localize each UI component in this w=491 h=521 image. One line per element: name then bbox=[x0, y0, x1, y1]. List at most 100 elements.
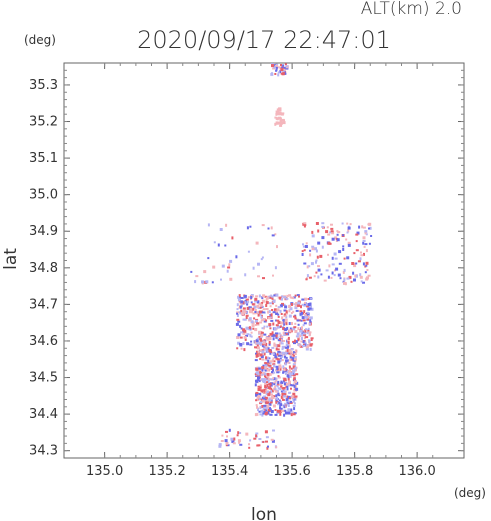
echo-cell bbox=[225, 430, 228, 433]
echo-cell bbox=[261, 368, 264, 372]
echo-cell bbox=[279, 338, 281, 340]
echo-cell bbox=[306, 318, 309, 321]
echo-cell bbox=[284, 402, 288, 405]
echo-cell bbox=[265, 383, 269, 387]
echo-cell bbox=[292, 327, 296, 331]
echo-cell bbox=[285, 322, 288, 326]
echo-cell bbox=[339, 277, 342, 280]
echo-cell bbox=[283, 303, 286, 306]
echo-cell bbox=[267, 390, 270, 393]
echo-cell bbox=[268, 391, 271, 395]
echo-cell bbox=[284, 351, 288, 355]
echo-cell bbox=[270, 396, 274, 399]
echo-cell bbox=[309, 347, 312, 351]
echo-cell bbox=[272, 360, 276, 363]
echo-cell bbox=[250, 331, 253, 334]
echo-cell bbox=[301, 250, 304, 253]
echo-cell bbox=[255, 311, 259, 315]
echo-cell bbox=[282, 119, 285, 122]
echo-cell bbox=[280, 68, 284, 72]
echo-cell bbox=[341, 222, 344, 225]
echo-cell bbox=[289, 327, 292, 331]
echo-cell bbox=[307, 311, 310, 314]
echo-cell bbox=[275, 332, 278, 335]
echo-cell bbox=[330, 223, 333, 226]
echo-cell bbox=[292, 392, 296, 396]
echo-cell bbox=[265, 440, 268, 443]
echo-cell bbox=[348, 275, 352, 279]
echo-cell bbox=[294, 361, 297, 364]
echo-cell bbox=[255, 392, 258, 396]
echo-cell bbox=[263, 395, 267, 398]
echo-cell bbox=[273, 364, 276, 368]
echo-cell bbox=[288, 314, 292, 318]
echo-cell bbox=[308, 276, 312, 279]
echo-cell bbox=[283, 368, 286, 372]
echo-cell bbox=[264, 369, 267, 372]
echo-cell bbox=[271, 371, 273, 374]
echo-cell bbox=[256, 344, 259, 347]
echo-cell bbox=[285, 297, 289, 300]
echo-cell bbox=[279, 367, 282, 371]
echo-cell bbox=[271, 331, 274, 335]
echo-cell bbox=[276, 353, 279, 356]
echo-cell bbox=[268, 364, 272, 367]
echo-cell bbox=[270, 319, 274, 322]
echo-cell bbox=[305, 347, 309, 351]
echo-cell bbox=[261, 366, 265, 370]
echo-cell bbox=[284, 357, 287, 360]
echo-cell bbox=[311, 230, 314, 234]
echo-cell bbox=[254, 328, 258, 332]
echo-cell bbox=[239, 443, 243, 446]
echo-cell bbox=[244, 337, 247, 341]
echo-cell bbox=[287, 361, 290, 364]
echo-cell bbox=[240, 300, 244, 304]
echo-cell bbox=[259, 339, 263, 342]
echo-cell bbox=[272, 381, 276, 384]
echo-cell bbox=[260, 315, 263, 319]
echo-cell bbox=[266, 325, 269, 328]
echo-cell bbox=[264, 408, 266, 411]
echo-cell bbox=[296, 294, 300, 297]
echo-cell bbox=[275, 312, 279, 315]
echo-cell bbox=[356, 231, 360, 235]
echo-cell bbox=[274, 266, 277, 270]
echo-cell bbox=[270, 438, 274, 441]
echo-cell bbox=[362, 226, 366, 229]
echo-cell bbox=[283, 296, 287, 299]
echo-cell bbox=[353, 265, 357, 268]
echo-cell bbox=[273, 342, 276, 346]
echo-cell bbox=[224, 244, 227, 247]
echo-cell bbox=[257, 444, 261, 447]
echo-cell bbox=[333, 252, 337, 256]
echo-cell bbox=[255, 379, 258, 383]
echo-cell bbox=[336, 233, 339, 236]
echo-cell bbox=[321, 245, 324, 249]
echo-cell bbox=[331, 271, 334, 275]
echo-cell bbox=[278, 296, 282, 300]
echo-cell bbox=[267, 360, 270, 363]
echo-cell bbox=[252, 307, 255, 311]
echo-cell bbox=[279, 409, 282, 413]
echo-cell bbox=[254, 346, 257, 349]
echo-cell bbox=[292, 353, 295, 357]
echo-cell bbox=[304, 245, 308, 248]
echo-cell bbox=[239, 296, 242, 299]
echo-cell bbox=[266, 401, 269, 404]
echo-cell bbox=[355, 274, 358, 278]
echo-cell bbox=[272, 404, 276, 408]
echo-cell bbox=[278, 121, 281, 125]
echo-cell bbox=[231, 440, 235, 443]
echo-cell bbox=[259, 357, 262, 360]
echo-cell bbox=[264, 364, 268, 367]
echo-cell bbox=[269, 305, 272, 308]
echo-cell bbox=[270, 313, 273, 317]
echo-cell bbox=[256, 301, 259, 304]
echo-cell bbox=[308, 339, 311, 343]
echo-cell bbox=[260, 319, 264, 322]
echo-cell bbox=[258, 302, 262, 305]
echo-cell bbox=[267, 445, 269, 448]
echo-cell bbox=[306, 305, 310, 308]
echo-cell bbox=[257, 408, 259, 412]
echo-cell bbox=[265, 319, 268, 322]
